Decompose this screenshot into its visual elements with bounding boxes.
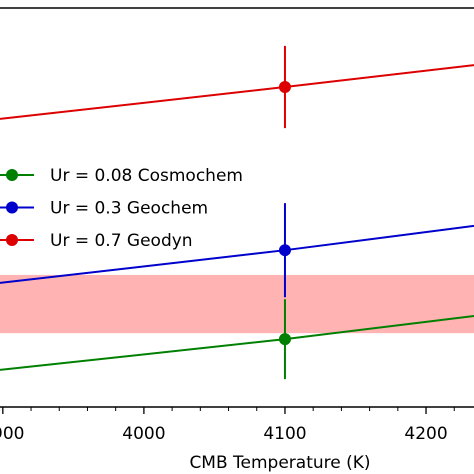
legend-label: Ur = 0.3 Geochem — [50, 199, 208, 219]
x-axis-label: CMB Temperature (K) — [189, 453, 370, 473]
x-tick-label: 4100 — [263, 424, 306, 444]
legend-label: Ur = 0.08 Cosmochem — [50, 166, 243, 186]
point — [278, 333, 291, 346]
x-tick-label: 4000 — [122, 424, 165, 444]
band — [0, 274, 474, 334]
legend-label: Ur = 0.7 Geodyn — [50, 231, 193, 251]
x-tick-label: 3900 — [0, 424, 24, 444]
legend-marker — [6, 201, 18, 214]
legend-marker — [6, 234, 18, 246]
point — [278, 244, 291, 257]
point — [278, 81, 291, 94]
series-line — [0, 64, 474, 120]
legend-marker — [6, 169, 18, 181]
x-tick-label: 4200 — [404, 424, 447, 444]
